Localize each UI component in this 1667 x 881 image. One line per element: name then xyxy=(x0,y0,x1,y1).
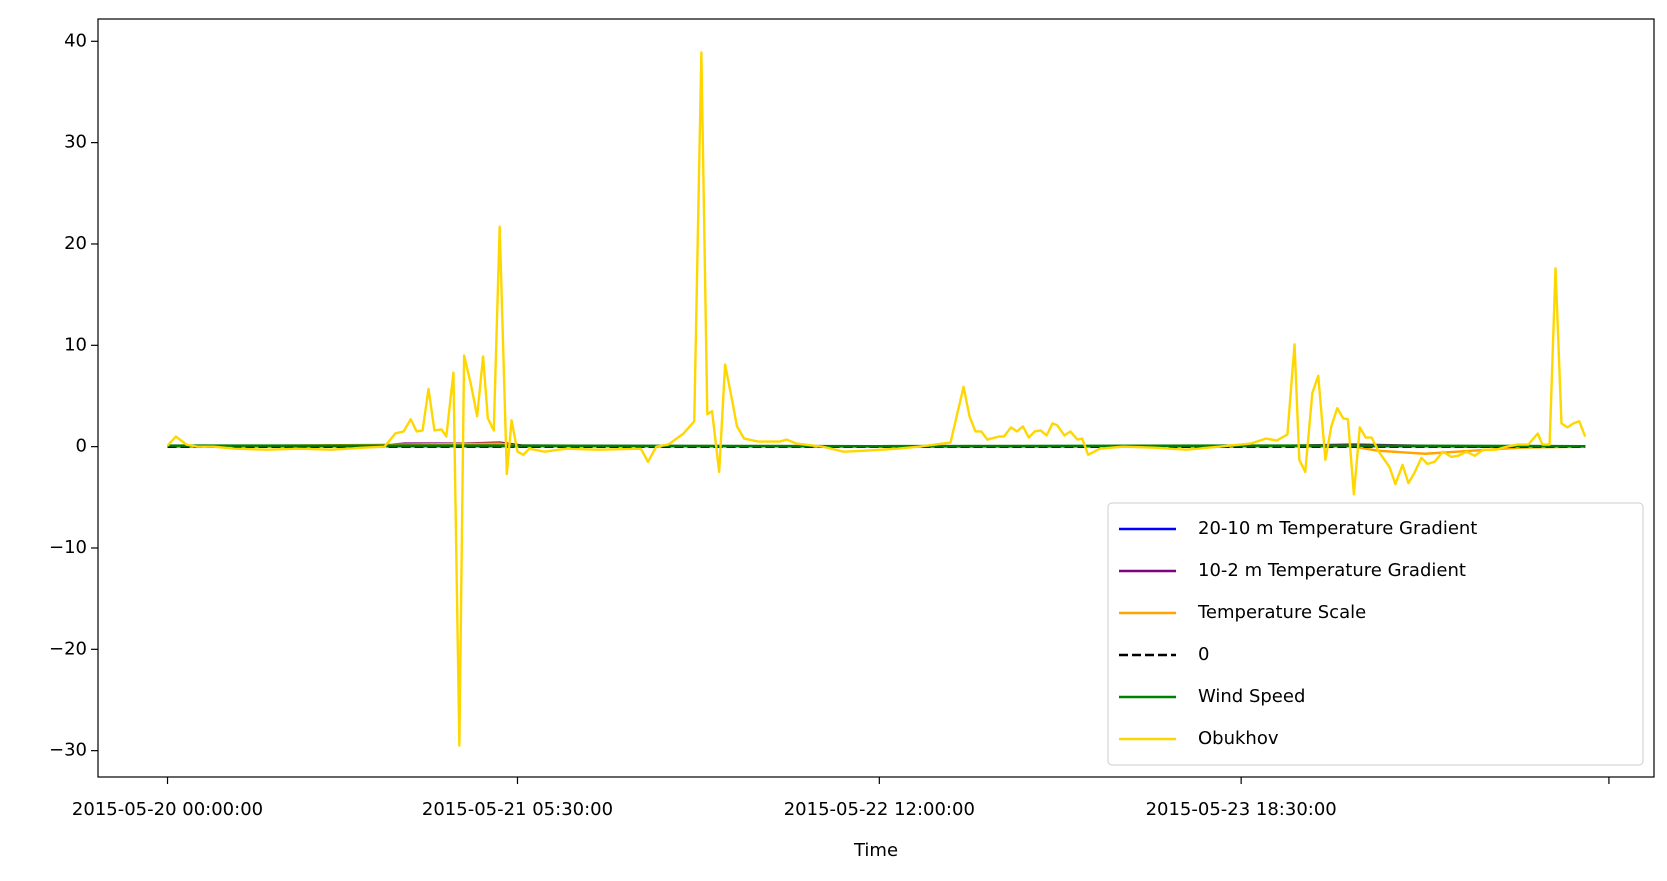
legend-box xyxy=(1107,502,1644,766)
plot-frame xyxy=(97,18,1655,778)
x-tick-label: 2015-05-21 05:30:00 xyxy=(422,799,613,820)
legend-label: 20-10 m Temperature Gradient xyxy=(1198,518,1477,539)
legend-label: Wind Speed xyxy=(1198,686,1305,707)
legend-label: Temperature Scale xyxy=(1197,602,1366,623)
y-tick-label: 40 xyxy=(64,30,87,51)
x-axis-label: Time xyxy=(853,840,898,861)
y-tick-label: −20 xyxy=(49,638,87,659)
legend-label: Obukhov xyxy=(1198,728,1279,749)
legend: 20-10 m Temperature Gradient 10-2 m Tempe… xyxy=(1107,502,1644,766)
y-tick-label: 0 xyxy=(76,436,87,457)
legend-label: 0 xyxy=(1198,644,1209,665)
y-tick-label: 20 xyxy=(64,233,87,254)
y-tick-label: −30 xyxy=(49,740,87,761)
x-tick-label: 2015-05-22 12:00:00 xyxy=(784,799,975,820)
y-tick-label: 30 xyxy=(64,132,87,153)
x-tick-label: 2015-05-23 18:30:00 xyxy=(1146,799,1337,820)
x-tick-label: 2015-05-20 00:00:00 xyxy=(72,799,263,820)
y-tick-label: −10 xyxy=(49,537,87,558)
series-line xyxy=(166,51,1587,747)
y-tick-label: 10 xyxy=(64,334,87,355)
legend-label: 10-2 m Temperature Gradient xyxy=(1198,560,1466,581)
